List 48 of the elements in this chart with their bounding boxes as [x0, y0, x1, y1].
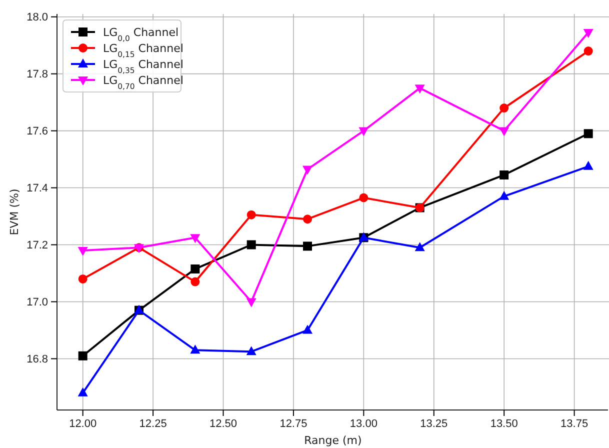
point [190, 344, 200, 354]
y-tick-label: 17.6 [26, 125, 48, 138]
point [414, 84, 425, 94]
point [246, 298, 256, 308]
y-tick-label: 17.4 [26, 182, 48, 194]
point [500, 104, 509, 113]
point [78, 246, 88, 256]
point [584, 129, 593, 138]
point [358, 127, 369, 136]
x-tick-label: 13.00 [350, 418, 378, 430]
legend-label: LG$_{0,15}$ Channel [103, 42, 184, 58]
point [302, 324, 313, 334]
point [246, 240, 256, 250]
point [583, 29, 594, 38]
point [78, 274, 88, 284]
y-tick-label: 17.8 [26, 68, 48, 80]
point [78, 351, 88, 360]
y-axis-title: EVM (%) [8, 188, 21, 236]
x-tick-label: 12.75 [280, 418, 308, 430]
point [246, 210, 256, 220]
point [78, 387, 88, 396]
x-tick-label: 13.75 [560, 418, 588, 430]
point [359, 193, 368, 202]
point [499, 127, 510, 136]
x-tick-label: 12.25 [139, 418, 167, 430]
legend-label: LG$_{0,35}$ Channel [103, 58, 184, 74]
y-tick-label: 18.0 [26, 11, 48, 24]
point [302, 166, 313, 175]
point [499, 190, 510, 200]
point [500, 170, 509, 180]
point [246, 346, 256, 356]
point [414, 242, 425, 252]
point [584, 46, 593, 56]
legend-label: LG$_{0,0}$ Channel [103, 26, 179, 42]
y-tick-label: 17.0 [26, 296, 48, 308]
point [190, 264, 200, 274]
y-tick-label: 16.8 [26, 353, 48, 366]
x-axis-title: Range (m) [304, 434, 362, 447]
x-tick-label: 12.50 [209, 418, 238, 430]
point [303, 242, 312, 251]
point [190, 234, 200, 244]
x-tick-label: 13.25 [420, 418, 448, 430]
x-tick-label: 12.00 [69, 418, 97, 430]
legend-label: LG$_{0,70}$ Channel [103, 74, 184, 90]
point [190, 277, 200, 286]
y-tick-label: 17.2 [26, 239, 48, 252]
x-tick-label: 13.50 [490, 418, 518, 430]
point [303, 214, 312, 224]
